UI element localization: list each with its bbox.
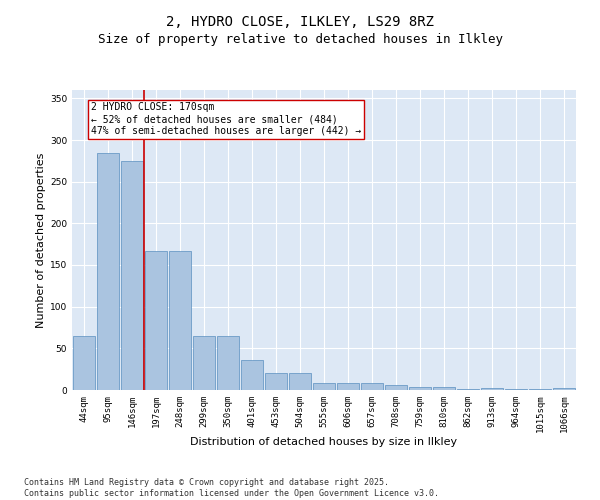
Bar	[457, 389, 479, 390]
Bar	[361, 384, 383, 390]
Bar	[217, 336, 239, 390]
Bar	[337, 384, 359, 390]
Bar	[241, 360, 263, 390]
Bar	[553, 388, 575, 390]
Bar	[433, 386, 455, 390]
Text: 2, HYDRO CLOSE, ILKLEY, LS29 8RZ: 2, HYDRO CLOSE, ILKLEY, LS29 8RZ	[166, 15, 434, 29]
X-axis label: Distribution of detached houses by size in Ilkley: Distribution of detached houses by size …	[190, 436, 458, 446]
Y-axis label: Number of detached properties: Number of detached properties	[36, 152, 46, 328]
Bar	[385, 385, 407, 390]
Bar	[73, 336, 95, 390]
Bar	[145, 251, 167, 390]
Bar	[265, 374, 287, 390]
Text: 2 HYDRO CLOSE: 170sqm
← 52% of detached houses are smaller (484)
47% of semi-det: 2 HYDRO CLOSE: 170sqm ← 52% of detached …	[91, 102, 361, 136]
Bar	[313, 384, 335, 390]
Bar	[169, 251, 191, 390]
Bar	[529, 389, 551, 390]
Bar	[409, 386, 431, 390]
Bar	[97, 152, 119, 390]
Bar	[289, 374, 311, 390]
Bar	[121, 161, 143, 390]
Text: Contains HM Land Registry data © Crown copyright and database right 2025.
Contai: Contains HM Land Registry data © Crown c…	[24, 478, 439, 498]
Bar	[505, 389, 527, 390]
Bar	[481, 388, 503, 390]
Text: Size of property relative to detached houses in Ilkley: Size of property relative to detached ho…	[97, 32, 503, 46]
Bar	[193, 336, 215, 390]
